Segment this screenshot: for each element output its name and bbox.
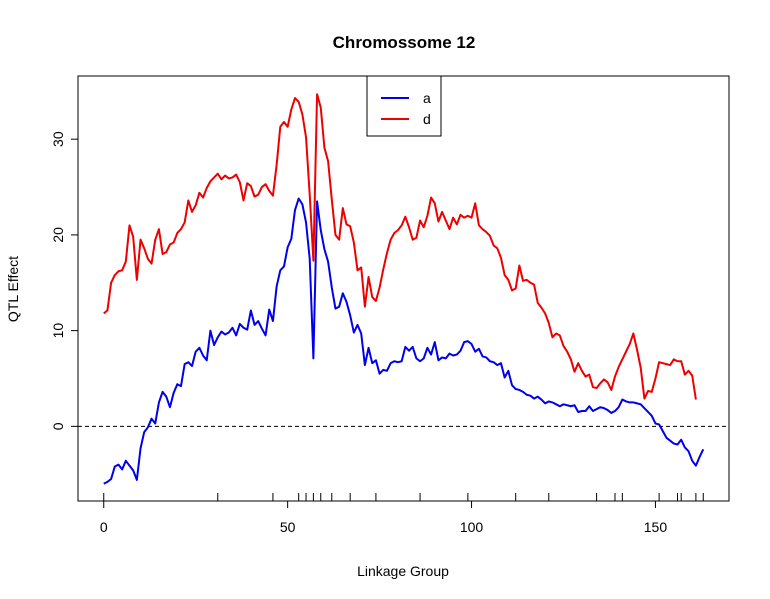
y-tick-label: 20: [50, 227, 66, 243]
x-tick-label: 150: [644, 519, 668, 535]
x-tick-label: 100: [460, 519, 484, 535]
legend-box: [366, 75, 442, 137]
x-axis-label: Linkage Group: [357, 563, 449, 579]
legend: ad: [366, 75, 442, 137]
legend-label-d: d: [423, 111, 431, 127]
x-tick-label: 0: [100, 519, 108, 535]
series-line-d: [103, 93, 697, 400]
plot-frame: [77, 75, 730, 502]
x-tick-label: 50: [280, 519, 296, 535]
series-line-a: [103, 197, 705, 485]
y-axis-label: QTL Effect: [5, 256, 21, 322]
chart-title: Chromossome 12: [333, 33, 476, 52]
y-tick-label: 30: [50, 131, 66, 147]
y-tick-label: 10: [50, 323, 66, 339]
legend-label-a: a: [423, 90, 431, 106]
y-tick-label: 0: [50, 422, 66, 430]
